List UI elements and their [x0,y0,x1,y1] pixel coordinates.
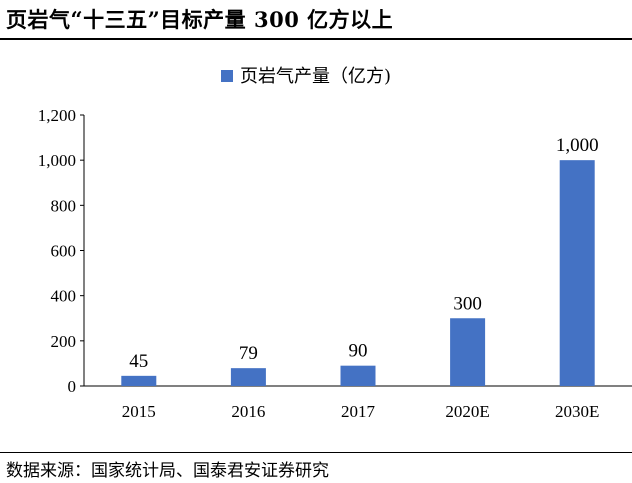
bar-2016 [230,368,266,386]
y-tick-label: 800 [51,196,77,215]
footer-divider [0,452,632,453]
bars [121,160,595,386]
data-label-2020E: 300 [453,293,482,314]
x-tick-label: 2015 [122,402,156,421]
data-label-2017: 90 [349,341,368,362]
y-tick-label: 600 [51,242,77,261]
y-tick-labels: 0 200 400 600 800 1,000 1,200 [38,106,84,396]
x-tick-label: 2017 [341,402,376,421]
x-tick-labels: 2015 2016 2017 2020E 2030E [122,402,600,421]
x-tick-label: 2016 [231,402,265,421]
data-label-2015: 45 [129,351,148,372]
bar-2030E [559,160,595,386]
title-divider [0,38,632,40]
page-title: 页岩气“十三五”目标产量 300 亿方以上 [6,7,394,32]
y-tick-label: 1,000 [38,151,76,170]
y-tick-label: 0 [68,377,77,396]
x-tick-label: 2020E [445,402,489,421]
legend-label: 页岩气产量（亿方) [240,66,391,87]
data-labels: 45 79 90 300 1,000 [129,135,598,372]
y-tick-label: 1,200 [38,106,76,125]
bar-2020E [450,318,486,386]
x-tick-label: 2030E [555,402,599,421]
bar-2015 [121,375,157,386]
y-tick-label: 200 [51,332,77,351]
bar-2017 [340,365,376,386]
source-note: 数据来源：国家统计局、国泰君安证券研究 [6,461,329,481]
data-label-2016: 79 [239,343,258,364]
y-tick-label: 400 [51,287,77,306]
legend: 页岩气产量（亿方) [221,66,391,87]
legend-swatch [221,70,233,82]
data-label-2030E: 1,000 [556,135,599,156]
